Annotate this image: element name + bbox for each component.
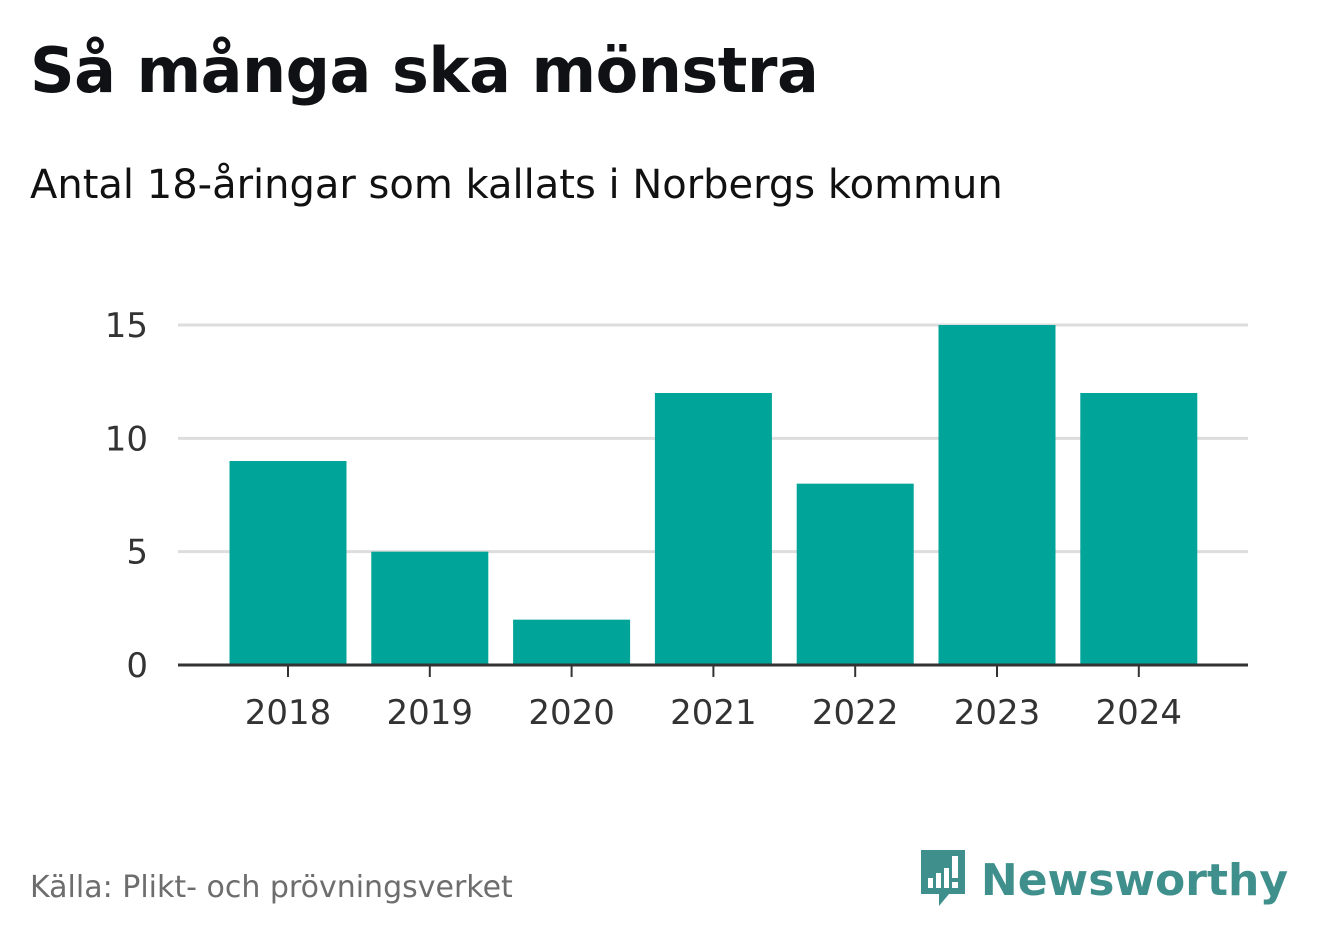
x-tick-label: 2024 — [1096, 693, 1183, 733]
y-tick-label: 0 — [126, 646, 148, 686]
bar-2021 — [654, 393, 772, 665]
x-tick-label: 2018 — [245, 693, 332, 733]
y-tick-label: 5 — [126, 533, 148, 573]
bar-2024 — [1080, 393, 1198, 665]
brand-name: Newsworthy — [980, 854, 1288, 906]
newsworthy-logo-icon — [919, 848, 967, 912]
bars — [229, 325, 1198, 665]
x-tick-label: 2022 — [812, 693, 899, 733]
bar-2022 — [796, 483, 914, 665]
y-tick-label: 10 — [105, 419, 148, 459]
y-tick-label: 15 — [105, 306, 148, 346]
brand-logo: Newsworthy — [919, 848, 1288, 912]
y-axis-ticks: 0 5 10 15 — [105, 306, 148, 686]
x-axis-ticks: 2018 2019 2020 2021 2022 2023 2024 — [245, 665, 1182, 733]
chart-subtitle: Antal 18-åringar som kallats i Norbergs … — [30, 162, 1003, 208]
chart-title: Så många ska mönstra — [30, 34, 819, 107]
x-tick-label: 2020 — [528, 693, 615, 733]
source-note: Källa: Plikt- och prövningsverket — [30, 870, 513, 905]
bar-2019 — [371, 551, 489, 665]
bar-2018 — [229, 461, 347, 665]
bar-2020 — [513, 619, 631, 665]
x-tick-label: 2023 — [954, 693, 1041, 733]
x-tick-label: 2019 — [387, 693, 474, 733]
bar-2023 — [938, 325, 1056, 665]
x-tick-label: 2021 — [670, 693, 757, 733]
